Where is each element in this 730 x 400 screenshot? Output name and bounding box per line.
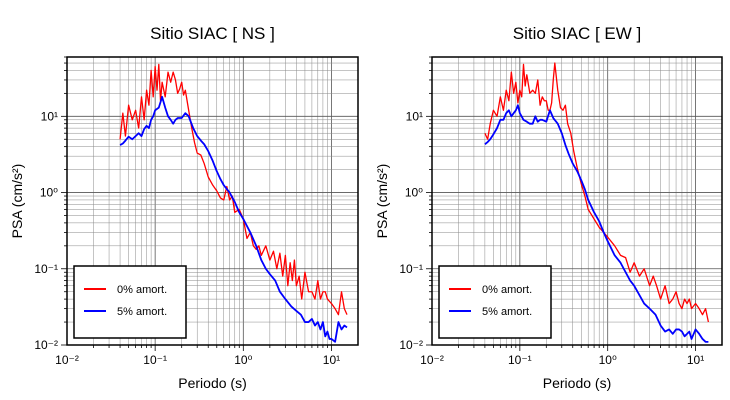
legend: 0% amort. 5% amort.	[438, 265, 552, 339]
chart-title: Sitio SIAC [ NS ]	[150, 24, 275, 43]
legend-label: 0% amort.	[482, 284, 532, 296]
series-line-5pct	[119, 95, 348, 343]
x-axis-label: Periodo (s)	[543, 375, 611, 391]
series-line-5pct	[484, 104, 709, 343]
x-tick-label: 10⁰	[234, 353, 252, 367]
plot-frame	[431, 56, 723, 346]
x-axis-label: Periodo (s)	[178, 375, 246, 391]
chart-panel-ew: 10⁻² 10⁻¹ 10⁰ 10¹ 10⁻² 10⁻¹ 10⁰ 10¹ Sitio SIAC […	[374, 24, 723, 391]
legend-label: 0% amort.	[117, 284, 167, 296]
legend-label: 5% amort.	[482, 306, 532, 318]
plot-frame	[66, 56, 359, 346]
legend: 0% amort. 5% amort.	[73, 265, 187, 339]
x-tick-label: 10¹	[687, 353, 704, 367]
y-tick-label: 10⁻²	[399, 338, 423, 352]
series-line-0pct	[119, 63, 348, 316]
chart-title: Sitio SIAC [ EW ]	[513, 24, 641, 43]
legend-box	[73, 265, 187, 339]
x-tick-label: 10⁰	[599, 353, 617, 367]
x-tick-label: 10⁻²	[55, 353, 79, 367]
y-tick-label: 10⁻¹	[399, 262, 423, 276]
y-axis-label: PSA (cm/s²)	[374, 164, 390, 239]
x-tick-label: 10⁻²	[420, 353, 444, 367]
series-line-0pct	[484, 62, 710, 323]
y-axis-label: PSA (cm/s²)	[9, 164, 25, 239]
legend-label: 5% amort.	[117, 306, 167, 318]
chart-panel-ns: 10⁻² 10⁻¹ 10⁰ 10¹ 10⁻² 10⁻¹ 10⁰ 10¹ Sitio SIAC […	[9, 24, 359, 391]
y-tick-label: 10⁰	[40, 186, 58, 200]
x-tick-label: 10⁻¹	[508, 353, 532, 367]
y-tick-label: 10⁰	[405, 186, 423, 200]
x-tick-label: 10⁻¹	[143, 353, 167, 367]
y-tick-label: 10¹	[41, 109, 58, 123]
y-tick-label: 10⁻¹	[34, 262, 58, 276]
x-tick-label: 10¹	[323, 353, 340, 367]
y-tick-label: 10⁻²	[34, 338, 58, 352]
y-tick-label: 10¹	[406, 109, 423, 123]
legend-box	[438, 265, 552, 339]
